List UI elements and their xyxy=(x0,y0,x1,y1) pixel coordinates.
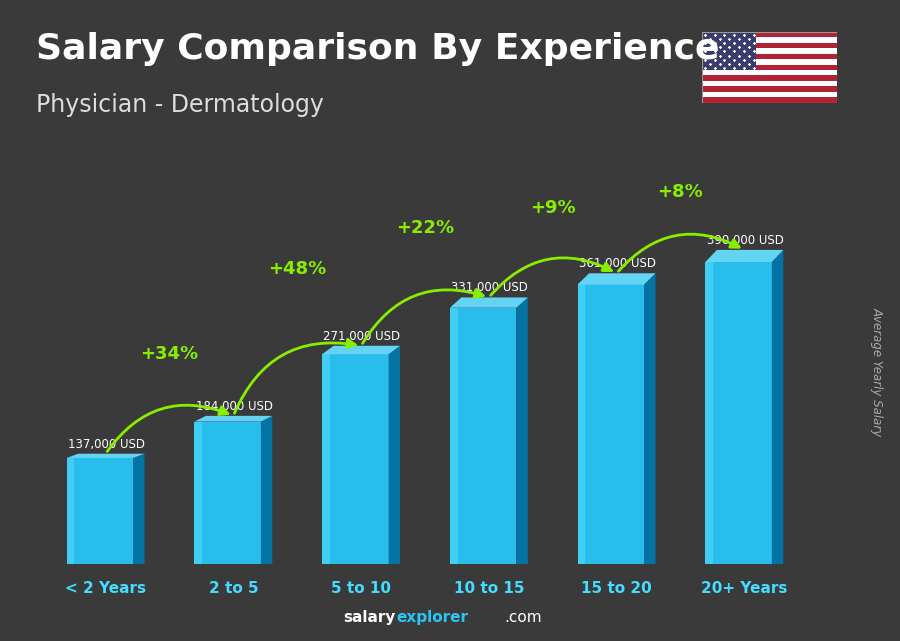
Text: 10 to 15: 10 to 15 xyxy=(454,581,524,596)
Bar xyxy=(702,43,837,48)
Bar xyxy=(702,76,837,81)
Polygon shape xyxy=(450,308,517,564)
Text: 2 to 5: 2 to 5 xyxy=(209,581,258,596)
Text: +22%: +22% xyxy=(396,219,454,237)
Text: +8%: +8% xyxy=(658,183,703,201)
Polygon shape xyxy=(194,422,202,564)
Bar xyxy=(702,37,837,43)
Polygon shape xyxy=(67,454,145,458)
Text: 15 to 20: 15 to 20 xyxy=(581,581,652,596)
Polygon shape xyxy=(322,354,329,564)
Polygon shape xyxy=(261,416,273,564)
Polygon shape xyxy=(578,273,655,285)
Text: Physician - Dermatology: Physician - Dermatology xyxy=(36,93,324,117)
Text: .com: .com xyxy=(504,610,542,625)
Polygon shape xyxy=(194,416,273,422)
Bar xyxy=(702,81,837,87)
Polygon shape xyxy=(133,454,145,564)
Polygon shape xyxy=(322,345,400,354)
Text: +34%: +34% xyxy=(140,345,199,363)
Text: explorer: explorer xyxy=(396,610,468,625)
Polygon shape xyxy=(67,458,75,564)
Bar xyxy=(702,70,837,76)
Text: 184,000 USD: 184,000 USD xyxy=(195,400,273,413)
Text: 137,000 USD: 137,000 USD xyxy=(68,438,145,451)
Bar xyxy=(702,97,837,103)
Bar xyxy=(702,32,837,37)
Bar xyxy=(702,87,837,92)
Polygon shape xyxy=(772,250,783,564)
Text: Average Yearly Salary: Average Yearly Salary xyxy=(871,307,884,437)
Polygon shape xyxy=(450,297,527,308)
Polygon shape xyxy=(706,262,713,564)
Text: 390,000 USD: 390,000 USD xyxy=(706,234,784,247)
Text: 331,000 USD: 331,000 USD xyxy=(451,281,528,294)
Bar xyxy=(702,92,837,97)
Bar xyxy=(702,48,837,54)
Polygon shape xyxy=(389,345,400,564)
Bar xyxy=(702,65,837,70)
Polygon shape xyxy=(706,250,783,262)
Bar xyxy=(702,32,756,70)
Text: 361,000 USD: 361,000 USD xyxy=(579,257,656,271)
Polygon shape xyxy=(322,354,389,564)
Text: +9%: +9% xyxy=(530,199,575,217)
Text: salary: salary xyxy=(344,610,396,625)
Text: Salary Comparison By Experience: Salary Comparison By Experience xyxy=(36,32,719,66)
Polygon shape xyxy=(578,285,585,564)
Polygon shape xyxy=(644,273,655,564)
Text: 271,000 USD: 271,000 USD xyxy=(323,329,400,343)
Text: 5 to 10: 5 to 10 xyxy=(331,581,392,596)
Polygon shape xyxy=(578,285,644,564)
Polygon shape xyxy=(450,308,457,564)
Text: 20+ Years: 20+ Years xyxy=(701,581,788,596)
Text: < 2 Years: < 2 Years xyxy=(65,581,146,596)
Bar xyxy=(702,54,837,59)
Polygon shape xyxy=(517,297,527,564)
Polygon shape xyxy=(706,262,772,564)
Polygon shape xyxy=(194,422,261,564)
Bar xyxy=(702,59,837,65)
Text: +48%: +48% xyxy=(268,260,327,278)
Polygon shape xyxy=(67,458,133,564)
